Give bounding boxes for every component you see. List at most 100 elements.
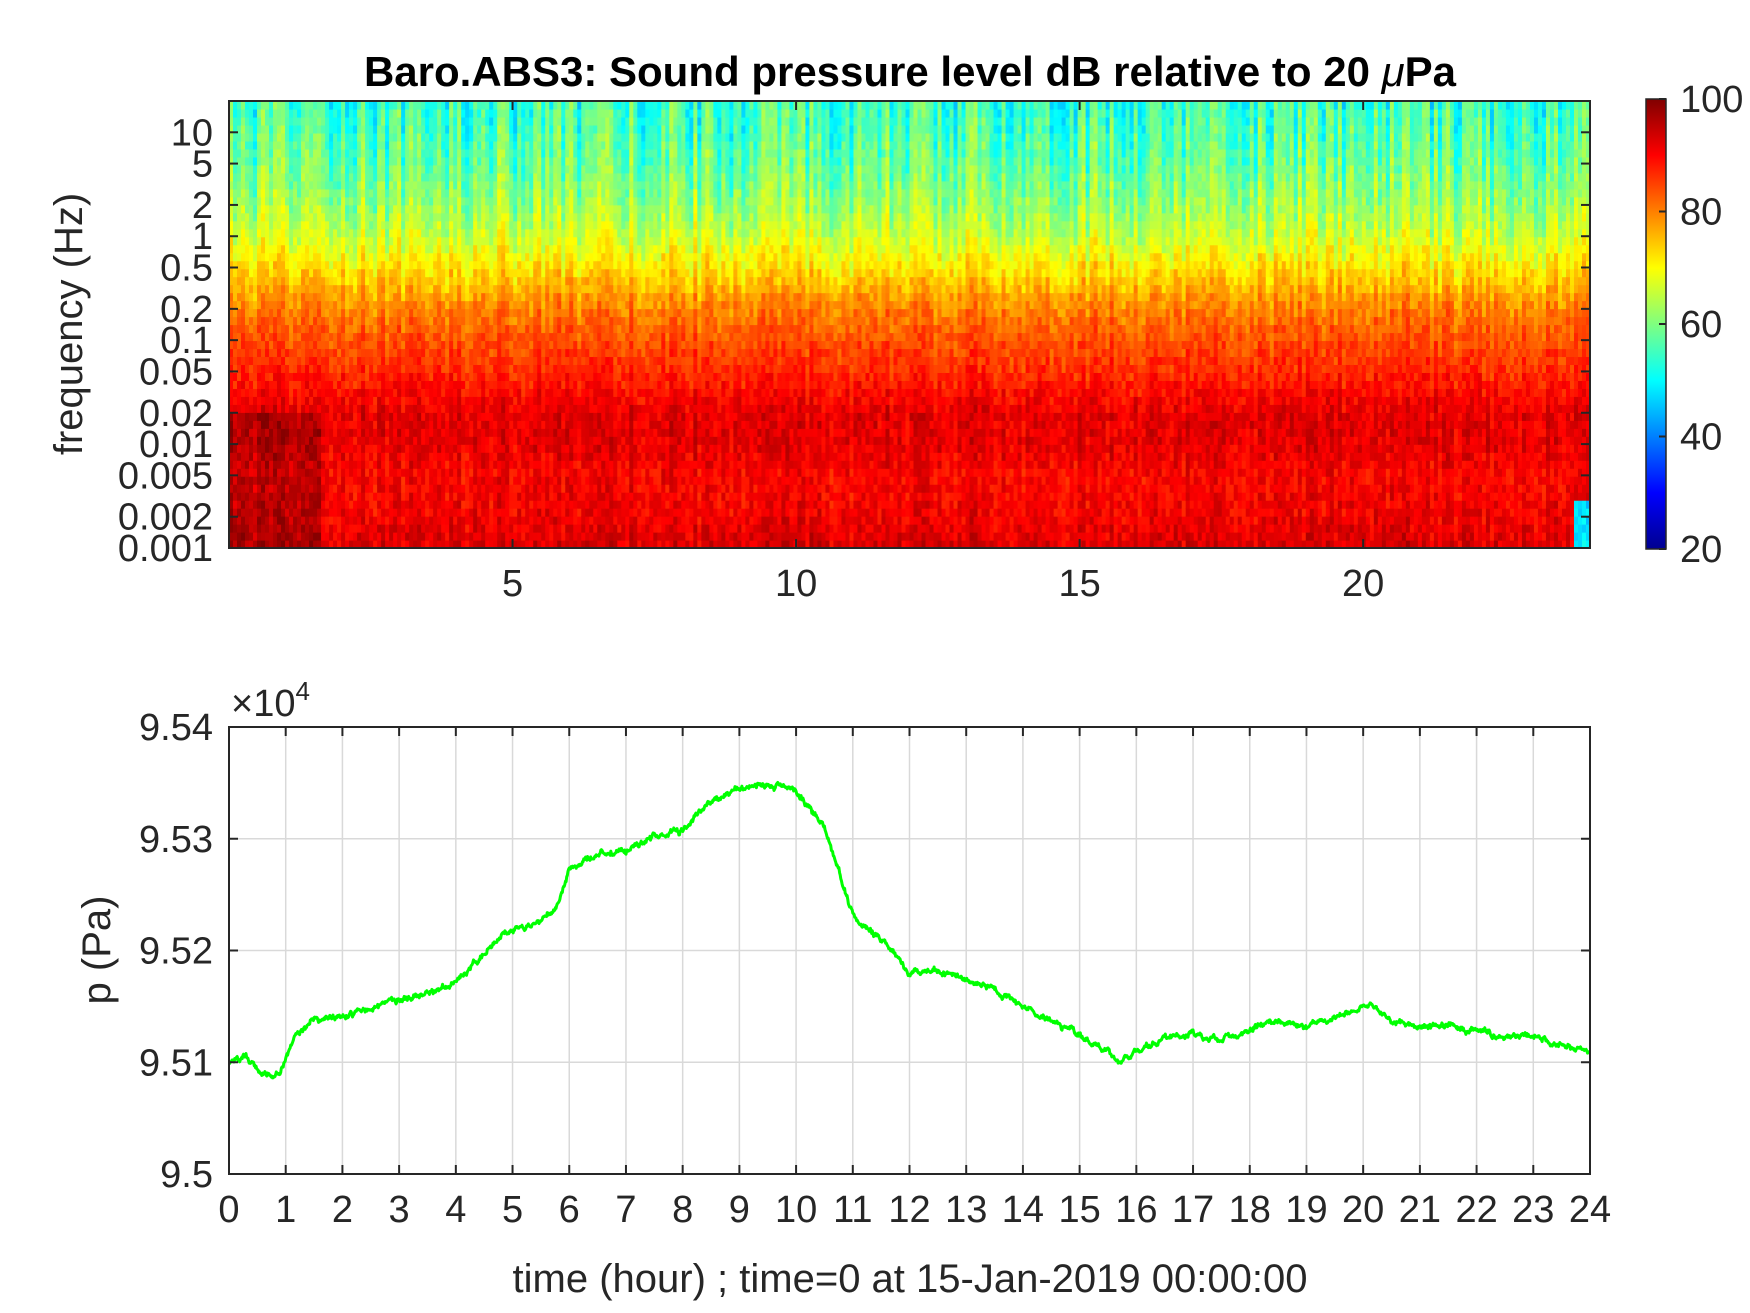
heatmap-cell bbox=[509, 332, 514, 342]
heatmap-cell bbox=[385, 188, 390, 198]
heatmap-cell bbox=[461, 452, 466, 461]
heatmap-cell bbox=[361, 101, 366, 110]
heatmap-cell bbox=[409, 260, 414, 270]
heatmap-cell bbox=[285, 452, 290, 461]
heatmap-cell bbox=[389, 148, 394, 158]
heatmap-cell bbox=[561, 428, 566, 437]
heatmap-cell bbox=[509, 348, 514, 358]
heatmap-cell bbox=[293, 124, 298, 134]
heatmap-cell bbox=[229, 244, 234, 254]
heatmap-cell bbox=[409, 236, 414, 246]
heatmap-cell bbox=[405, 452, 410, 461]
heatmap-cell bbox=[229, 308, 234, 318]
heatmap-cell bbox=[325, 484, 330, 493]
heatmap-cell bbox=[557, 204, 562, 214]
heatmap-cell bbox=[333, 204, 338, 214]
heatmap-cell bbox=[397, 476, 402, 485]
heatmap-cell bbox=[237, 300, 242, 310]
heatmap-cell bbox=[425, 436, 430, 445]
heatmap-cell bbox=[557, 101, 562, 110]
heatmap-cell bbox=[445, 372, 450, 381]
heatmap-cell bbox=[541, 380, 546, 389]
heatmap-cell bbox=[453, 460, 458, 469]
heatmap-cell bbox=[233, 324, 238, 334]
heatmap-cell bbox=[305, 396, 310, 405]
heatmap-cell bbox=[549, 140, 554, 150]
heatmap-cell bbox=[297, 324, 302, 334]
heatmap-cell bbox=[541, 276, 546, 286]
heatmap-cell bbox=[569, 108, 574, 118]
heatmap-cell bbox=[253, 532, 258, 541]
heatmap-cell bbox=[269, 228, 274, 238]
heatmap-cell bbox=[241, 300, 246, 310]
heatmap-cell bbox=[365, 132, 370, 142]
heatmap-cell bbox=[441, 468, 446, 477]
heatmap-cell bbox=[417, 540, 422, 548]
heatmap-cell bbox=[409, 148, 414, 158]
heatmap-cell bbox=[537, 188, 542, 198]
heatmap-cell bbox=[513, 101, 518, 110]
heatmap-cell bbox=[365, 380, 370, 389]
heatmap-cell bbox=[281, 324, 286, 334]
heatmap-cell bbox=[549, 188, 554, 198]
heatmap-cell bbox=[237, 116, 242, 126]
heatmap-cell bbox=[453, 420, 458, 429]
heatmap-cell bbox=[413, 356, 418, 366]
heatmap-cell bbox=[417, 284, 422, 294]
heatmap-cell bbox=[445, 348, 450, 358]
heatmap-cell bbox=[269, 156, 274, 166]
heatmap-cell bbox=[381, 156, 386, 166]
heatmap-cell bbox=[313, 212, 318, 222]
heatmap-cell bbox=[269, 444, 274, 453]
heatmap-cell bbox=[369, 316, 374, 326]
heatmap-cell bbox=[457, 108, 462, 118]
heatmap-cell bbox=[385, 212, 390, 222]
heatmap-cell bbox=[385, 252, 390, 262]
heatmap-cell bbox=[261, 268, 266, 278]
heatmap-cell bbox=[417, 300, 422, 310]
heatmap-cell bbox=[457, 364, 462, 373]
heatmap-cell bbox=[441, 372, 446, 381]
heatmap-cell bbox=[301, 500, 306, 509]
heatmap-cell bbox=[321, 108, 326, 118]
heatmap-cell bbox=[377, 260, 382, 270]
heatmap-cell bbox=[577, 444, 582, 453]
heatmap-cell bbox=[569, 308, 574, 318]
heatmap-cell bbox=[501, 228, 506, 238]
heatmap-cell bbox=[565, 164, 570, 174]
heatmap-cell bbox=[537, 212, 542, 222]
heatmap-cell bbox=[293, 236, 298, 246]
heatmap-cell bbox=[449, 268, 454, 278]
heatmap-cell bbox=[357, 284, 362, 294]
heatmap-cell bbox=[257, 140, 262, 150]
heatmap-cell bbox=[533, 332, 538, 342]
heatmap-cell bbox=[281, 268, 286, 278]
heatmap-cell bbox=[525, 356, 530, 366]
heatmap-cell bbox=[285, 156, 290, 166]
heatmap-cell bbox=[277, 452, 282, 461]
heatmap-cell bbox=[425, 404, 430, 413]
heatmap-cell bbox=[329, 396, 334, 405]
heatmap-cell bbox=[321, 244, 326, 254]
heatmap-cell bbox=[345, 228, 350, 238]
heatmap-cell bbox=[525, 156, 530, 166]
heatmap-cell bbox=[509, 164, 514, 174]
heatmap-cell bbox=[265, 460, 270, 469]
heatmap-cell bbox=[421, 508, 426, 517]
heatmap-cell bbox=[237, 180, 242, 190]
heatmap-cell bbox=[473, 452, 478, 461]
heatmap-cell bbox=[277, 524, 282, 533]
heatmap-cell bbox=[461, 284, 466, 294]
heatmap-cell bbox=[317, 356, 322, 366]
heatmap-cell bbox=[473, 236, 478, 246]
heatmap-cell bbox=[509, 420, 514, 429]
heatmap-cell bbox=[529, 412, 534, 421]
heatmap-cell bbox=[253, 452, 258, 461]
heatmap-cell bbox=[537, 180, 542, 190]
heatmap-cell bbox=[285, 396, 290, 405]
heatmap-cell bbox=[457, 540, 462, 548]
heatmap-cell bbox=[553, 316, 558, 326]
title-mu: μ bbox=[1381, 48, 1405, 95]
heatmap-cell bbox=[361, 228, 366, 238]
heatmap-cell bbox=[409, 540, 414, 548]
